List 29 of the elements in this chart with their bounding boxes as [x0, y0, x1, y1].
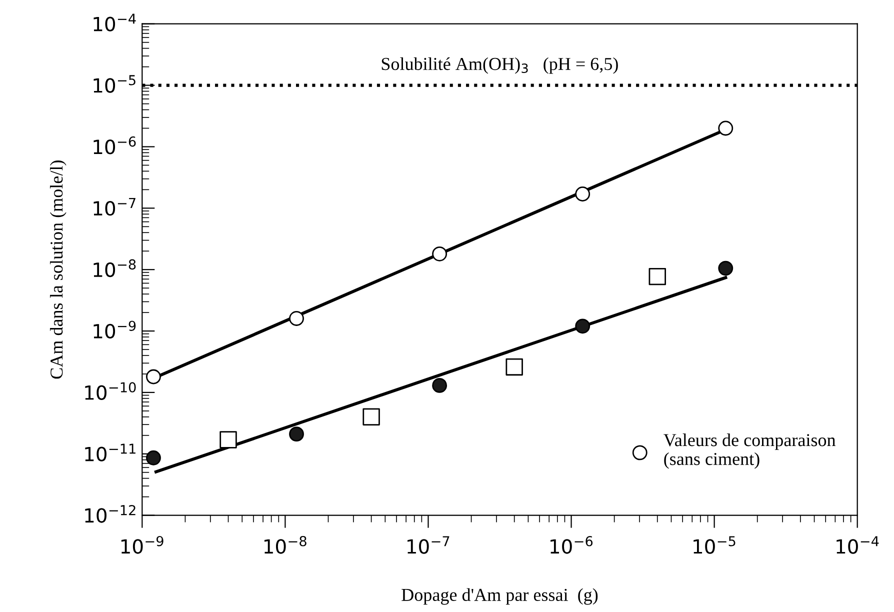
y-tick-label: 10$^{−8}$ — [94, 259, 136, 278]
y-tick-label: 10$^{−5}$ — [94, 75, 136, 93]
y-tick-label: 10$^{−11}$ — [85, 444, 136, 462]
y-tick-label: 10$^{−7}$ — [94, 198, 136, 216]
point — [432, 246, 448, 262]
y-tick-label: 10$^{−10}$ — [85, 382, 136, 400]
x-tick-label: 10$^{−7}$ — [408, 536, 450, 554]
x-tick-label: 10$^{−6}$ — [550, 536, 593, 554]
x-tick-label: 10$^{−4}$ — [836, 536, 879, 554]
point — [718, 120, 734, 136]
point — [146, 369, 161, 384]
y-tick-label: 10$^{−9}$ — [94, 320, 136, 339]
x-tick-label: 10$^{−5}$ — [694, 536, 736, 554]
point — [432, 378, 448, 393]
point — [146, 450, 161, 466]
x-tick-label: 10$^{−8}$ — [264, 536, 306, 554]
text: Solubilité Am(OH)$_{3}$ (pH = 6,5) — [382, 57, 618, 74]
y-tick-label: 10$^{−6}$ — [94, 136, 136, 154]
point — [575, 318, 590, 334]
y-tick-label: 10$^{−12}$ — [85, 504, 136, 523]
point — [289, 311, 304, 326]
x-tick-label: 10$^{−9}$ — [121, 536, 164, 554]
point — [718, 260, 734, 276]
x-axis-title: Dopage d'Am par essai (g) — [402, 588, 598, 605]
legend-label: Valeurs de comparaison (sans ciment) — [664, 434, 836, 469]
point — [575, 186, 590, 202]
y-axis-title: CAm dans la solution (mole/l) — [50, 160, 66, 379]
point — [289, 426, 304, 442]
y-tick-label: 10$^{−4}$ — [94, 14, 136, 32]
